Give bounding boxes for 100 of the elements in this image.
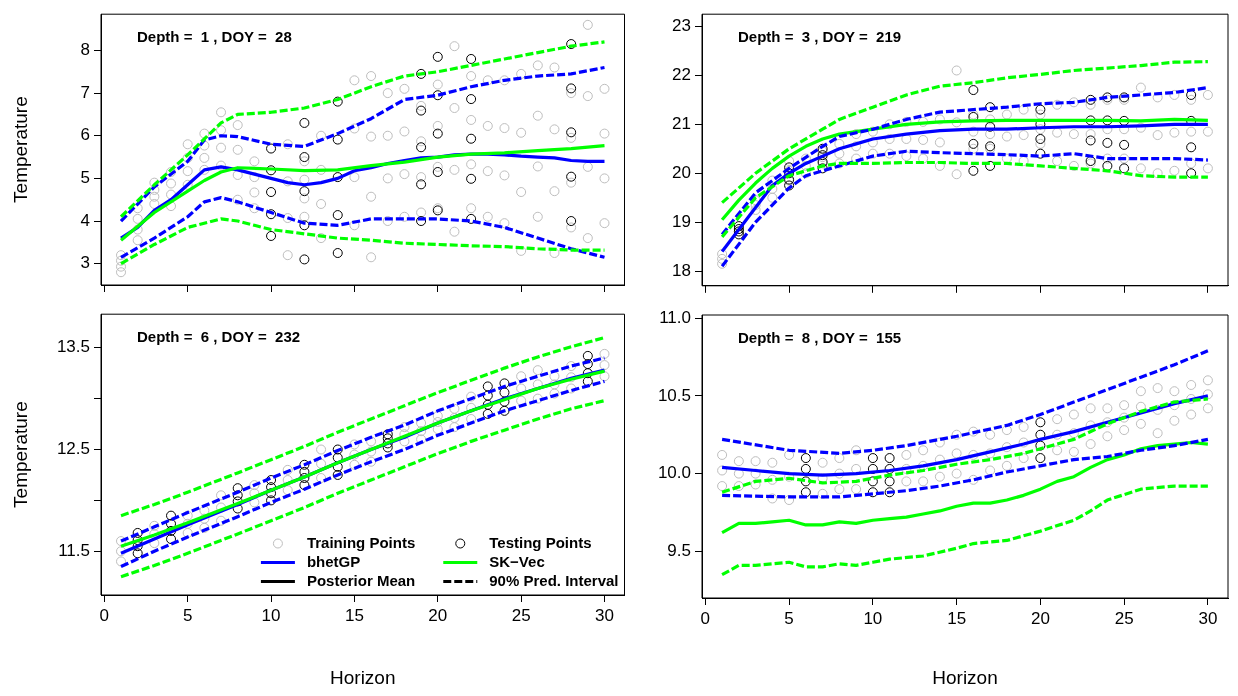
point [566, 171, 577, 182]
point [968, 165, 979, 176]
legend-label: 90% Pred. Interval [489, 571, 619, 589]
point [299, 459, 310, 470]
point [266, 482, 277, 493]
point [132, 535, 143, 546]
y-tick-label: 19 [672, 211, 691, 231]
y-tick-label: 12.5 [56, 439, 90, 459]
point [349, 459, 360, 470]
x-tick-label: 30 [595, 605, 614, 625]
point [466, 413, 477, 424]
point [582, 368, 593, 379]
point [817, 163, 828, 174]
point [416, 68, 427, 79]
point [299, 186, 310, 197]
line-series [119, 65, 607, 223]
point [232, 496, 243, 507]
y-tick-label: 6 [80, 125, 90, 145]
point [166, 518, 177, 529]
point [884, 463, 895, 474]
point [416, 105, 427, 116]
point [199, 505, 210, 516]
point [566, 383, 577, 394]
point [985, 102, 996, 113]
point [466, 391, 477, 402]
point [1186, 142, 1197, 153]
point [482, 390, 493, 401]
point [449, 412, 460, 423]
point [416, 142, 427, 153]
point [884, 453, 895, 464]
point [382, 433, 393, 444]
text: Depth = 1 , DOY = 28 [137, 28, 292, 46]
point [299, 254, 310, 265]
point [566, 127, 577, 138]
point [232, 483, 243, 494]
point [599, 360, 610, 371]
text: Depth = 8 , DOY = 155 [738, 329, 902, 347]
point [232, 490, 243, 501]
point [249, 480, 260, 491]
point [1085, 135, 1096, 146]
x-tick-label: 20 [1030, 608, 1050, 628]
point [349, 449, 360, 460]
point [800, 463, 811, 474]
point [332, 134, 343, 145]
point [867, 463, 878, 474]
point [432, 410, 443, 421]
text: Depth = 3 , DOY = 219 [738, 28, 902, 46]
point [800, 453, 811, 464]
point [1035, 104, 1046, 115]
point [499, 378, 510, 389]
point [132, 541, 143, 552]
point [266, 209, 277, 220]
point [416, 179, 427, 190]
y-tick-label: 9.5 [667, 541, 691, 561]
legend-label: Training Points [306, 533, 416, 551]
point [1035, 429, 1046, 440]
point [884, 487, 895, 498]
point [299, 152, 310, 163]
point [1102, 160, 1113, 171]
point [332, 96, 343, 107]
y-tick-label: 10.5 [657, 385, 691, 405]
point [549, 379, 560, 390]
point [1085, 94, 1096, 105]
point [299, 473, 310, 483]
x-tick-label: 0 [700, 608, 711, 628]
point [282, 464, 293, 475]
point [449, 403, 460, 414]
point [466, 402, 477, 413]
point [299, 117, 310, 128]
y-tick-label: 8 [80, 40, 90, 60]
point [466, 94, 477, 105]
x-tick-label: 15 [344, 605, 364, 625]
point [566, 361, 577, 372]
x-tick-label: 15 [947, 608, 967, 628]
point [216, 490, 227, 501]
point [884, 476, 895, 487]
y-tick-label: 23 [672, 16, 691, 36]
point [432, 166, 443, 177]
point [416, 426, 427, 437]
y-tick-label: 7 [80, 82, 90, 102]
point [784, 180, 795, 191]
point [399, 422, 410, 433]
y-axis-title: Temperature [9, 96, 31, 203]
point [985, 121, 996, 132]
point [382, 429, 393, 440]
point [532, 365, 543, 376]
point [266, 165, 277, 176]
point [432, 417, 443, 428]
point [582, 350, 593, 361]
point [149, 520, 160, 531]
point [466, 133, 477, 144]
point [867, 476, 878, 487]
point [532, 393, 543, 404]
y-tick-label: 18 [672, 260, 691, 280]
point [416, 434, 427, 445]
point [266, 230, 277, 241]
point [332, 172, 343, 183]
x-tick-label: 30 [1198, 608, 1218, 628]
point [466, 173, 477, 184]
point [166, 534, 177, 545]
